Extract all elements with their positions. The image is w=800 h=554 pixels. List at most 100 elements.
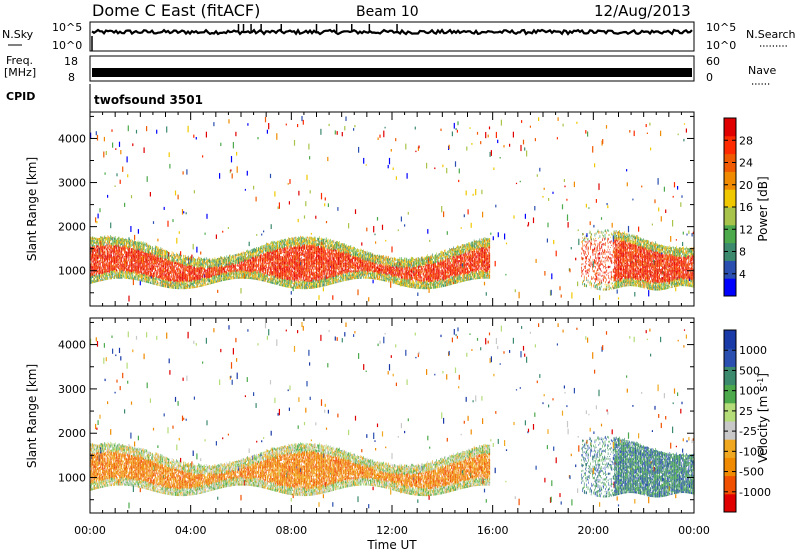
power-cell <box>273 263 275 267</box>
power-cell <box>108 241 110 244</box>
power-cell <box>287 253 289 257</box>
power-cell <box>233 259 235 261</box>
power-cell <box>173 271 174 275</box>
power-cell <box>166 259 167 261</box>
power-cell <box>207 265 209 268</box>
power-cell <box>202 266 204 269</box>
power-cell <box>174 267 175 270</box>
power-cell <box>117 258 119 261</box>
power-cell <box>133 243 135 247</box>
power-cell <box>214 280 216 284</box>
power-cell <box>141 266 142 270</box>
power-cell <box>117 251 118 253</box>
power-cell <box>124 250 125 253</box>
power-cell <box>119 264 121 267</box>
power-cell <box>159 267 160 269</box>
power-cell <box>151 265 152 268</box>
power-cell <box>117 240 118 243</box>
power-cell <box>120 264 122 267</box>
power-cell <box>176 237 178 244</box>
power-cell <box>188 268 189 270</box>
power-cell <box>100 252 102 256</box>
power-cell <box>229 272 231 275</box>
power-cell <box>110 259 112 263</box>
power-cell <box>182 276 184 279</box>
power-cell <box>124 260 125 264</box>
power-cell <box>114 256 116 260</box>
power-cell <box>117 242 118 245</box>
power-cell <box>246 250 247 253</box>
power-cell <box>277 244 279 247</box>
power-cell <box>251 268 253 271</box>
power-cell <box>286 241 287 243</box>
power-cell <box>258 275 259 278</box>
power-cell <box>130 244 132 247</box>
power-cell <box>98 269 100 271</box>
power-cell <box>226 258 228 261</box>
power-cell <box>159 270 161 274</box>
power-cell <box>138 275 140 277</box>
power-cell <box>138 253 140 255</box>
power-cell <box>195 258 196 262</box>
power-cell <box>212 282 214 284</box>
power-cell <box>247 256 249 259</box>
power-cell <box>255 270 257 272</box>
power-cell <box>180 256 182 258</box>
power-cell <box>95 276 96 279</box>
power-cell <box>98 276 99 280</box>
power-cell <box>268 247 269 250</box>
power-cell <box>112 272 114 276</box>
power-cell <box>97 279 99 281</box>
power-cell <box>265 254 267 258</box>
power-cell <box>108 246 109 248</box>
power-cell <box>249 275 250 278</box>
power-cell <box>257 249 259 253</box>
power-cell <box>195 270 196 272</box>
power-cell <box>252 252 253 255</box>
power-cell <box>139 276 140 278</box>
power-cell <box>185 286 186 290</box>
power-cell <box>133 259 135 261</box>
power-cell <box>130 261 131 264</box>
power-cell <box>236 166 238 173</box>
power-cell <box>141 263 143 265</box>
power-cell <box>232 258 234 260</box>
power-cell <box>202 263 203 266</box>
power-cell <box>129 271 130 274</box>
power-cell <box>185 261 187 264</box>
power-cell <box>111 273 113 276</box>
power-cell <box>139 270 141 273</box>
power-cell <box>278 254 279 257</box>
power-cell <box>134 255 135 258</box>
power-cell <box>229 271 230 274</box>
power-cell <box>246 262 247 264</box>
power-cell <box>251 270 252 272</box>
power-cell <box>174 281 176 284</box>
power-cell <box>174 270 175 274</box>
power-cell <box>160 280 162 283</box>
power-cell <box>236 275 237 277</box>
power-cell <box>208 259 209 263</box>
power-cell <box>186 268 188 271</box>
power-cell <box>159 257 161 260</box>
power-cell <box>113 249 115 252</box>
power-cell <box>264 247 265 249</box>
power-cell <box>258 278 259 281</box>
power-cell <box>213 274 214 277</box>
power-cell <box>107 272 109 275</box>
power-cell <box>158 254 160 256</box>
power-cell <box>168 253 170 256</box>
power-cell <box>125 247 126 250</box>
power-cell <box>123 248 124 250</box>
power-cell <box>91 237 93 240</box>
power-cell <box>133 246 135 249</box>
power-cell <box>118 247 119 249</box>
power-cell <box>194 274 196 276</box>
power-cell <box>168 283 169 285</box>
power-cell <box>268 243 270 245</box>
power-cell <box>227 257 229 260</box>
power-cell <box>140 259 141 262</box>
power-cell <box>230 264 232 266</box>
power-cell <box>204 257 206 261</box>
power-cell <box>188 270 189 273</box>
